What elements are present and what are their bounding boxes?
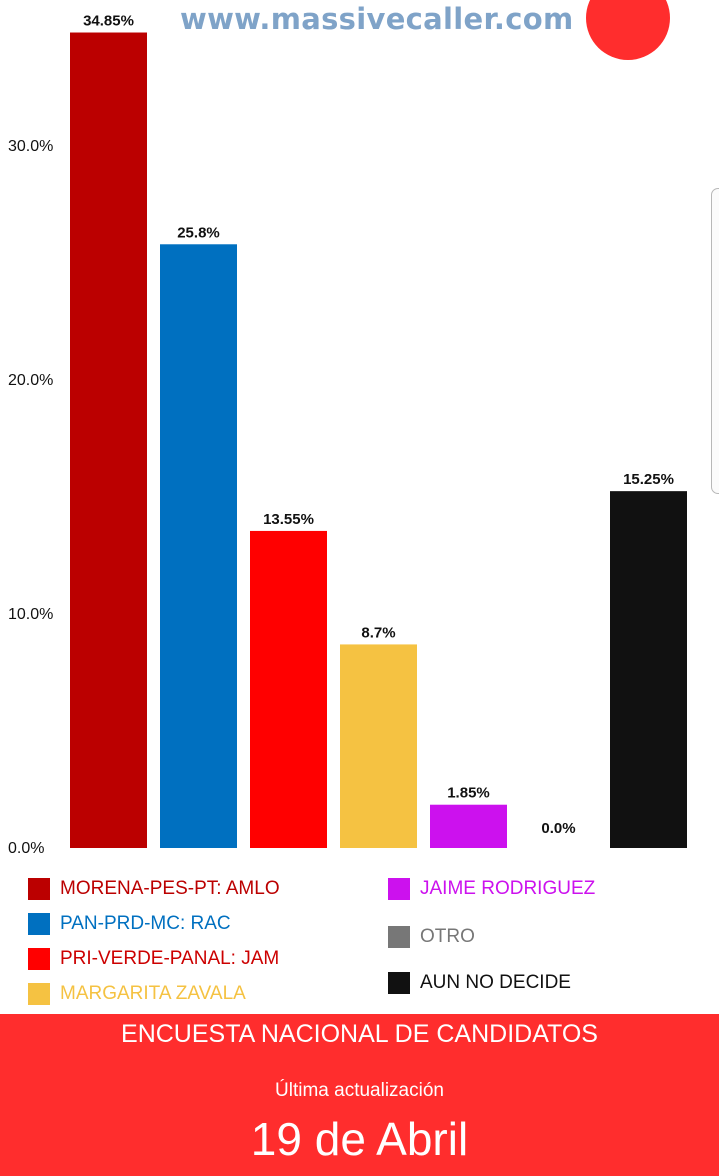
site-url-watermark: www.massivecaller.com <box>180 2 574 36</box>
bar <box>610 491 687 848</box>
legend-item: JAIME RODRIGUEZ <box>388 876 595 902</box>
legend-label: MORENA-PES-PT: AMLO <box>60 878 280 899</box>
data-labels-group: 34.85% 25.8% 13.55% 8.7% 1.85% 0.0% 15.25% <box>83 13 674 837</box>
bar <box>430 804 507 848</box>
legend-item: MORENA-PES-PT: AMLO <box>28 876 280 902</box>
legend-swatch <box>28 948 50 970</box>
bars-group <box>70 32 687 848</box>
bar <box>250 530 327 848</box>
legend-label: OTRO <box>420 926 475 947</box>
legend-swatch <box>28 983 50 1005</box>
bar-value-label: 13.55% <box>263 511 314 528</box>
y-tick-label: 30.0% <box>8 138 53 155</box>
bar <box>160 244 237 848</box>
bar <box>70 32 147 848</box>
bar-value-label: 34.85% <box>83 13 134 30</box>
legend-label: PAN-PRD-MC: RAC <box>60 913 231 934</box>
footer-subtitle: Última actualización <box>275 1080 444 1101</box>
footer-title: ENCUESTA NACIONAL DE CANDIDATOS <box>121 1020 598 1048</box>
bar <box>340 644 417 848</box>
bar-value-label: 25.8% <box>177 224 220 241</box>
legend-swatch <box>388 972 410 994</box>
legend-label: MARGARITA ZAVALA <box>60 983 246 1004</box>
legend-swatch <box>28 878 50 900</box>
y-tick-label: 20.0% <box>8 372 53 389</box>
legend-item: MARGARITA ZAVALA <box>28 981 246 1007</box>
y-axis: 0.0% 10.0% 20.0% 30.0% <box>8 138 53 857</box>
legend-label: AUN NO DECIDE <box>420 972 571 993</box>
legend-item: AUN NO DECIDE <box>388 970 571 996</box>
bar-value-label: 1.85% <box>447 785 490 802</box>
legend-label: PRI-VERDE-PANAL: JAM <box>60 948 280 969</box>
footer-date: 19 de Abril <box>250 1113 469 1165</box>
bar-value-label: 0.0% <box>541 820 575 837</box>
legend-swatch <box>388 878 410 900</box>
legend-swatch <box>28 913 50 935</box>
bar-value-label: 8.7% <box>361 624 395 641</box>
scroll-handle[interactable] <box>711 188 719 494</box>
bar-value-label: 15.25% <box>623 471 674 488</box>
y-tick-label: 10.0% <box>8 606 53 623</box>
y-tick-label: 0.0% <box>8 840 44 857</box>
legend-item: OTRO <box>388 924 475 950</box>
legend-item: PAN-PRD-MC: RAC <box>28 911 231 937</box>
legend-item: PRI-VERDE-PANAL: JAM <box>28 946 279 972</box>
legend-label: JAIME RODRIGUEZ <box>420 878 596 899</box>
legend-swatch <box>388 926 410 948</box>
footer-banner: ENCUESTA NACIONAL DE CANDIDATOS Última a… <box>0 1014 719 1176</box>
